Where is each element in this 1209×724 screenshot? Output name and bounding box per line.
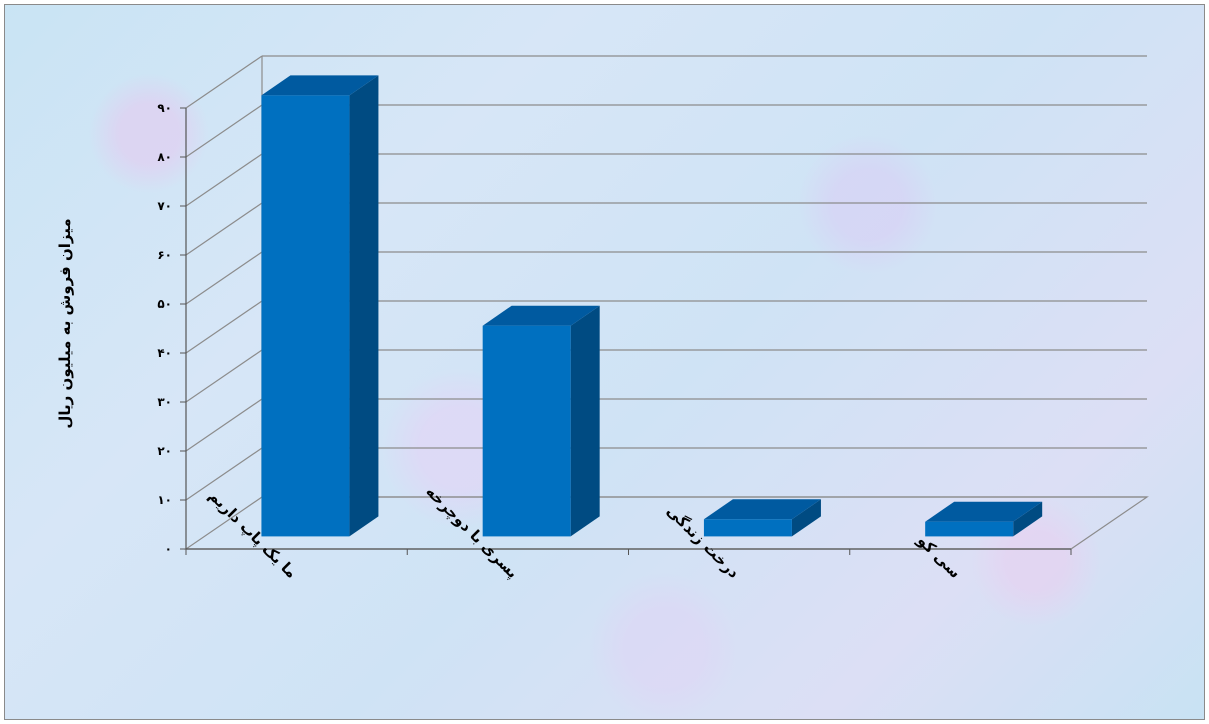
bar-side bbox=[349, 75, 379, 537]
y-axis-title: میزان فروش به میلیون ریال bbox=[56, 218, 74, 428]
y-tick-label: ۰ bbox=[165, 542, 172, 556]
bar bbox=[482, 325, 571, 537]
gridline-wall bbox=[185, 447, 263, 501]
bar-top bbox=[261, 75, 379, 96]
y-tick-label: ۷۰ bbox=[157, 199, 172, 213]
bar bbox=[703, 519, 792, 537]
bar-side bbox=[1013, 501, 1043, 537]
gridline-wall bbox=[185, 251, 263, 305]
bar bbox=[261, 95, 350, 537]
bar-side bbox=[791, 499, 821, 537]
y-tick-label: ۳۰ bbox=[157, 395, 172, 409]
bars bbox=[261, 75, 1043, 537]
bar-side bbox=[570, 305, 600, 537]
y-tick-label: ۲۰ bbox=[157, 444, 172, 458]
y-tick-label: ۱۰ bbox=[157, 493, 172, 507]
y-tick-label: ۸۰ bbox=[157, 150, 172, 164]
gridline-wall bbox=[185, 202, 263, 256]
bar bbox=[925, 521, 1014, 537]
y-tick-label: ۹۰ bbox=[157, 101, 172, 115]
gridline-wall bbox=[185, 398, 263, 452]
gridline-wall bbox=[185, 104, 263, 158]
gridline-wall bbox=[185, 300, 263, 354]
bar-top bbox=[703, 499, 821, 520]
y-tick-label: ۴۰ bbox=[157, 346, 172, 360]
y-tick-label: ۵۰ bbox=[157, 297, 172, 311]
gridline-wall bbox=[185, 349, 263, 403]
gridline-wall bbox=[185, 153, 263, 207]
bar-top bbox=[482, 305, 600, 326]
chart-frame bbox=[4, 4, 1205, 720]
y-tick-label: ۶۰ bbox=[157, 248, 172, 262]
gridline-wall bbox=[185, 55, 263, 109]
bar-top bbox=[925, 501, 1043, 522]
x-category-label: سی کو bbox=[913, 531, 964, 582]
axes bbox=[180, 107, 1072, 555]
